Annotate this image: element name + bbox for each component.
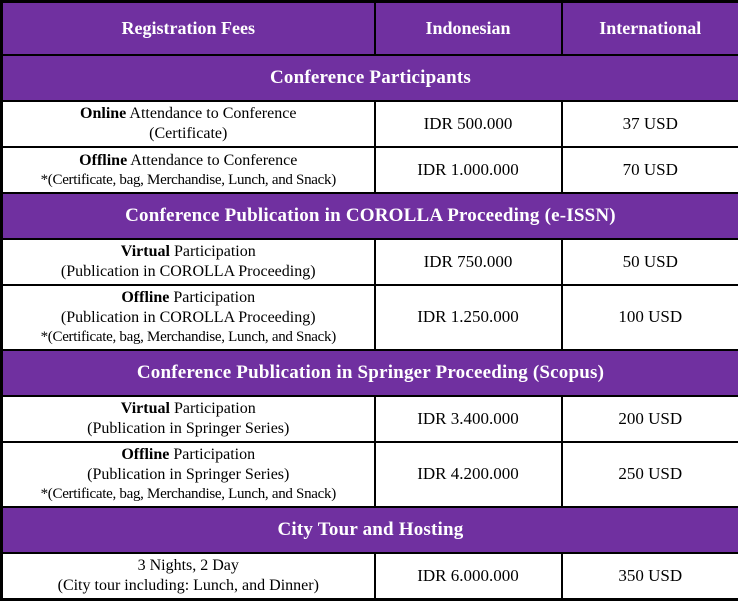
registration-fees-table: Registration Fees Indonesian Internation…: [0, 0, 738, 601]
price-idr: IDR 4.200.000: [373, 440, 563, 508]
section-band-row: City Tour and Hosting: [0, 505, 738, 554]
section-title-springer-proceeding: Conference Publication in Springer Proce…: [0, 348, 738, 397]
fee-line2: (Publication in Springer Series): [87, 465, 290, 483]
fee-line2: (Publication in COROLLA Proceeding): [60, 309, 316, 326]
table-row: Virtual Participation (Publication in Sp…: [0, 394, 738, 443]
price-idr: IDR 500.000: [373, 100, 563, 148]
fee-line1-rest: 3 Nights, 2 Day: [137, 556, 239, 574]
table-row: 3 Nights, 2 Day (City tour including: Lu…: [0, 551, 738, 600]
section-band-row: Conference Publication in Springer Proce…: [0, 348, 738, 397]
fee-line1-rest: Participation: [169, 243, 256, 260]
column-header-international: International: [560, 0, 738, 56]
price-idr: IDR 3.400.000: [373, 394, 563, 443]
fee-description: Virtual Participation (Publication in CO…: [0, 238, 376, 286]
fee-line1-rest: Participation: [169, 289, 256, 306]
fee-description: Offline Attendance to Conference *(Certi…: [0, 146, 376, 194]
table-row: Offline Attendance to Conference *(Certi…: [0, 146, 738, 194]
price-usd: 200 USD: [560, 394, 738, 443]
table-row: Offline Participation (Publication in Sp…: [0, 440, 738, 508]
fee-line1-rest: Attendance to Conference: [126, 105, 297, 122]
column-header-registration-fees: Registration Fees: [0, 0, 376, 56]
fee-description: 3 Nights, 2 Day (City tour including: Lu…: [0, 551, 376, 600]
price-idr: IDR 6.000.000: [373, 551, 563, 600]
fee-line1: Virtual Participation: [7, 242, 370, 262]
fee-line2: (Publication in COROLLA Proceeding): [60, 263, 316, 280]
price-usd: 350 USD: [560, 551, 738, 600]
price-usd: 50 USD: [560, 238, 738, 286]
fee-description: Online Attendance to Conference (Certifi…: [0, 100, 376, 148]
page: Registration Fees Indonesian Internation…: [0, 0, 738, 601]
fee-line2: (Certificate): [149, 125, 228, 142]
section-title-conference-participants: Conference Participants: [0, 54, 738, 102]
section-title-corolla-proceeding: Conference Publication in COROLLA Procee…: [0, 192, 738, 240]
column-header-indonesian: Indonesian: [373, 0, 563, 56]
table-row: Offline Participation (Publication in CO…: [0, 284, 738, 351]
price-usd: 250 USD: [560, 440, 738, 508]
price-idr: IDR 750.000: [373, 238, 563, 286]
fee-keyword: Virtual: [120, 399, 170, 417]
table-row: Virtual Participation (Publication in CO…: [0, 238, 738, 286]
fee-line1-rest: Participation: [169, 445, 256, 463]
fee-line2: *(Certificate, bag, Merchandise, Lunch, …: [40, 171, 337, 188]
fee-description: Virtual Participation (Publication in Sp…: [0, 394, 376, 443]
fee-description: Offline Participation (Publication in CO…: [0, 284, 376, 351]
fee-keyword: Virtual: [120, 243, 170, 260]
fee-keyword: Offline: [79, 151, 128, 169]
fee-line1: Offline Participation: [7, 445, 370, 465]
fee-line2: (Publication in Springer Series): [87, 419, 290, 437]
section-band-row: Conference Publication in COROLLA Procee…: [0, 192, 738, 240]
fee-line1-rest: Participation: [169, 399, 256, 417]
fee-description: Offline Participation (Publication in Sp…: [0, 440, 376, 508]
fee-line1: Offline Participation: [7, 288, 370, 308]
fee-keyword: Online: [80, 105, 127, 122]
fee-line1: 3 Nights, 2 Day: [7, 556, 370, 576]
section-band-row: Conference Participants: [0, 54, 738, 102]
fee-line1: Offline Attendance to Conference: [7, 151, 370, 171]
fee-line1: Online Attendance to Conference: [7, 104, 370, 124]
fee-keyword: Offline: [121, 445, 170, 463]
fee-line3: *(Certificate, bag, Merchandise, Lunch, …: [40, 485, 337, 502]
fee-line3: *(Certificate, bag, Merchandise, Lunch, …: [40, 329, 337, 345]
price-usd: 37 USD: [560, 100, 738, 148]
price-usd: 100 USD: [560, 284, 738, 351]
section-title-city-tour: City Tour and Hosting: [0, 505, 738, 554]
table-row: Online Attendance to Conference (Certifi…: [0, 100, 738, 148]
price-usd: 70 USD: [560, 146, 738, 194]
fee-line1: Virtual Participation: [7, 399, 370, 419]
fee-line1-rest: Attendance to Conference: [127, 151, 298, 169]
price-idr: IDR 1.000.000: [373, 146, 563, 194]
price-idr: IDR 1.250.000: [373, 284, 563, 351]
table-header-row: Registration Fees Indonesian Internation…: [0, 0, 738, 56]
fee-line2: (City tour including: Lunch, and Dinner): [57, 576, 319, 594]
fee-keyword: Offline: [121, 289, 170, 306]
